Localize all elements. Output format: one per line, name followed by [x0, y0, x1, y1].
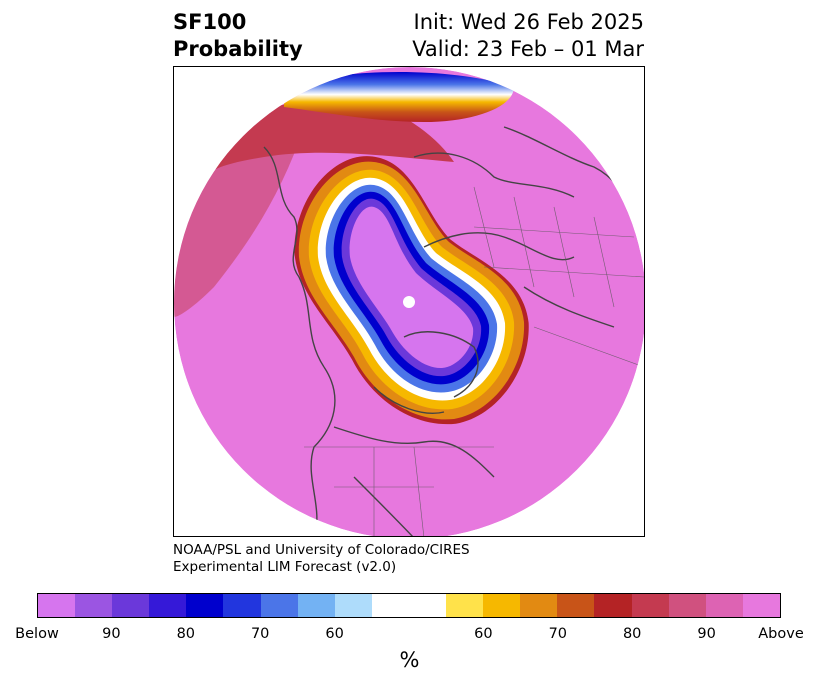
colorbar-tick-label: 60 — [474, 626, 493, 642]
product-name: Probability — [173, 37, 303, 61]
colorbar-tick-label: 80 — [622, 626, 642, 642]
colorbar-segment — [75, 594, 113, 617]
colorbar-segment — [483, 594, 521, 617]
colorbar-segment — [742, 594, 780, 617]
below-region — [349, 206, 474, 369]
colorbar-tick-label: 80 — [176, 626, 196, 642]
colorbar-segment — [705, 594, 743, 617]
colorbar-segment — [334, 594, 372, 617]
colorbar-segment — [112, 594, 150, 617]
forecast-dates: Init: Wed 26 Feb 2025 Valid: 23 Feb – 01… — [412, 9, 644, 63]
colorbar-segment — [594, 594, 632, 617]
colorbar — [37, 593, 781, 618]
colorbar-ticks: Below 90 80 70 60 60 70 80 90 Above — [0, 626, 819, 646]
field-name: SF100 — [173, 10, 247, 34]
colorbar-segment — [297, 594, 335, 617]
data-credit: NOAA/PSL and University of Colorado/CIRE… — [173, 542, 470, 576]
colorbar-tick-label: 70 — [250, 626, 270, 642]
colorbar-segment — [186, 594, 224, 617]
borders — [304, 186, 644, 536]
polar-map — [174, 67, 644, 536]
probability-field — [174, 67, 644, 536]
init-date: Init: Wed 26 Feb 2025 — [413, 10, 644, 34]
credit-line-1: NOAA/PSL and University of Colorado/CIRE… — [173, 542, 470, 558]
colorbar-segment — [38, 594, 76, 617]
north-blue-band — [284, 72, 514, 122]
colorbar-segment — [408, 594, 447, 617]
colorbar-segment — [371, 594, 409, 617]
colorbar-tick-label: 90 — [697, 626, 716, 642]
map-panel — [173, 66, 645, 537]
colorbar-segment — [223, 594, 261, 617]
pole-marker — [403, 296, 415, 308]
colorbar-segment — [631, 594, 669, 617]
colorbar-segment — [668, 594, 706, 617]
colorbar-segment — [557, 594, 595, 617]
colorbar-tick-label: Above — [758, 626, 804, 642]
colorbar-segment — [260, 594, 298, 617]
valid-range: Valid: 23 Feb – 01 Mar — [412, 37, 644, 61]
colorbar-segment — [446, 594, 484, 617]
credit-line-2: Experimental LIM Forecast (v2.0) — [173, 559, 397, 575]
map-title: SF100 Probability — [173, 9, 303, 63]
colorbar-tick-label: 90 — [102, 626, 121, 642]
colorbar-tick-label: 60 — [325, 626, 344, 642]
colorbar-segment — [149, 594, 187, 617]
colorbar-tick-label: 70 — [548, 626, 568, 642]
colorbar-segment — [520, 594, 558, 617]
colorbar-unit-label: % — [399, 648, 420, 672]
colorbar-tick-label: Below — [15, 626, 59, 642]
